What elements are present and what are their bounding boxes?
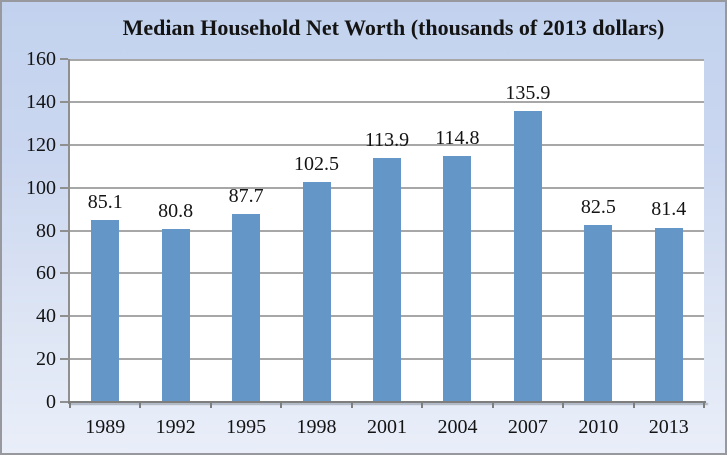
y-axis-tick	[60, 272, 68, 275]
bar	[302, 182, 331, 402]
x-axis-tick	[421, 403, 424, 408]
y-axis-tick	[60, 315, 68, 318]
x-axis-label: 1995	[226, 416, 267, 438]
x-axis-tick	[69, 403, 71, 408]
y-axis-tick	[60, 143, 68, 146]
y-axis-tick	[60, 186, 68, 189]
x-axis-tick	[209, 403, 212, 408]
x-axis-tick	[562, 403, 565, 408]
y-axis-tick	[60, 100, 68, 103]
x-axis-label: 2001	[367, 416, 407, 438]
x-axis-tick	[350, 403, 353, 408]
bar-value-label: 135.9	[505, 81, 551, 104]
bar-value-label: 102.5	[294, 153, 340, 176]
bar	[654, 227, 683, 402]
bar	[443, 155, 472, 402]
y-axis-label: 0	[46, 391, 56, 413]
bar	[232, 214, 261, 402]
x-axis-tick	[280, 403, 283, 408]
x-axis-tick	[139, 403, 142, 408]
bar	[513, 110, 542, 402]
x-axis-tick	[703, 403, 705, 408]
y-axis-line	[68, 59, 70, 404]
y-axis-label: 160	[26, 48, 56, 70]
bar-value-label: 114.8	[435, 126, 480, 149]
bar	[584, 225, 613, 402]
y-axis-tick	[60, 401, 68, 403]
y-axis-label: 120	[26, 133, 56, 156]
x-axis-label: 2007	[507, 416, 548, 438]
bar	[161, 228, 190, 402]
y-axis-label: 60	[36, 262, 56, 285]
y-axis-label: 20	[36, 348, 56, 371]
plot-area	[70, 59, 704, 402]
gridline	[70, 100, 704, 103]
y-axis-tick	[60, 58, 68, 60]
x-axis-label: 1992	[155, 416, 196, 438]
y-axis-label: 80	[36, 219, 56, 242]
y-axis-label: 100	[26, 176, 56, 199]
x-axis-tick	[632, 403, 635, 408]
gridline	[70, 143, 704, 146]
bar-value-label: 80.8	[158, 199, 194, 222]
y-axis-tick	[60, 358, 68, 361]
x-axis-label: 1998	[296, 416, 337, 438]
x-axis-label: 2013	[648, 416, 689, 438]
y-axis-tick	[60, 229, 68, 232]
y-axis-label: 40	[36, 305, 56, 328]
x-axis-label: 2010	[578, 416, 619, 438]
bar-value-label: 81.4	[651, 198, 687, 221]
chart-title: Median Household Net Worth (thousands of…	[122, 15, 665, 40]
x-axis-label: 1989	[85, 416, 126, 438]
gridline	[70, 59, 704, 61]
bar-value-label: 113.9	[364, 128, 410, 151]
y-axis-label: 140	[26, 90, 56, 113]
bar	[373, 157, 401, 402]
bar-value-label: 87.7	[228, 184, 264, 207]
x-axis-line	[68, 401, 706, 403]
bar-value-label: 82.5	[580, 196, 616, 219]
x-axis-tick	[491, 403, 494, 408]
bar-value-label: 85.1	[87, 190, 123, 213]
x-axis-label: 2004	[437, 416, 478, 438]
bar	[91, 219, 120, 402]
